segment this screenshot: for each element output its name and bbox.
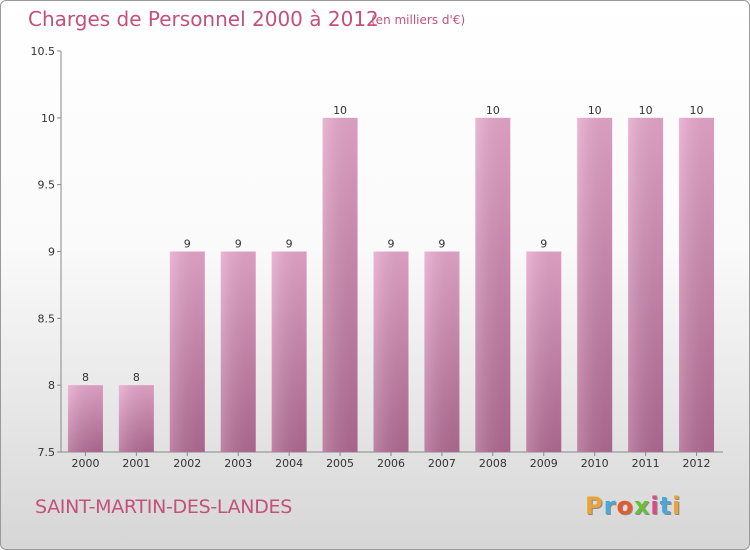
x-tick-label: 2001 [122,457,150,470]
y-tick-label: 10 [41,112,55,125]
bar-value-label: 9 [235,238,242,251]
bar-shade [322,117,358,452]
x-tick-label: 2009 [530,457,558,470]
logo-letter: x [633,492,651,520]
y-tick-label: 9.5 [38,179,56,192]
x-tick-label: 2011 [632,457,660,470]
logo-letter: P [585,492,604,520]
bar-value-label: 10 [588,104,602,117]
bar-value-label: 10 [486,104,500,117]
x-tick-label: 2008 [479,457,507,470]
y-tick-label: 9 [48,246,55,259]
y-tick-label: 7.5 [38,446,56,459]
logo-letter: o [616,492,634,520]
bar-value-label: 9 [540,238,547,251]
x-tick-label: 2002 [173,457,201,470]
commune-name: SAINT-MARTIN-DES-LANDES [35,496,293,518]
x-tick-label: 2003 [224,457,252,470]
bar-shade [271,251,307,452]
bar-shade [526,251,562,452]
bar-value-label: 10 [333,104,347,117]
chart-subtitle: (en milliers d'€) [371,13,466,27]
bar-shade [424,251,460,452]
bar-shade [577,117,613,452]
bar-shade [118,385,154,452]
y-tick-label: 8.5 [38,312,56,325]
bar-value-label: 9 [286,238,293,251]
x-tick-label: 2004 [275,457,303,470]
x-tick-label: 2012 [683,457,711,470]
bar-value-label: 9 [438,238,445,251]
bar-shade [475,117,511,452]
bar-shade [67,385,103,452]
proxiti-logo: Proxiti [585,492,681,520]
y-tick-label: 8 [48,379,55,392]
bar-shade [679,117,715,452]
x-tick-label: 2007 [428,457,456,470]
logo-letter: i [672,492,682,520]
bar-value-label: 9 [388,238,395,251]
y-tick-label: 10.5 [31,45,56,58]
bar-value-label: 8 [82,371,89,384]
x-tick-label: 2005 [326,457,354,470]
x-tick-label: 2006 [377,457,405,470]
bar-shade [373,251,409,452]
bar-shade [628,117,664,452]
chart-title: Charges de Personnel 2000 à 2012 [28,7,379,31]
logo-letter: i [650,492,660,520]
bar-shade [220,251,256,452]
x-tick-label: 2000 [71,457,99,470]
bar-value-label: 8 [133,371,140,384]
bar-shade [169,251,205,452]
bar-value-label: 9 [184,238,191,251]
bar-value-label: 10 [639,104,653,117]
logo-letter: r [603,492,617,520]
x-tick-label: 2010 [581,457,609,470]
logo-letter: t [659,492,673,520]
bar-value-label: 10 [690,104,704,117]
